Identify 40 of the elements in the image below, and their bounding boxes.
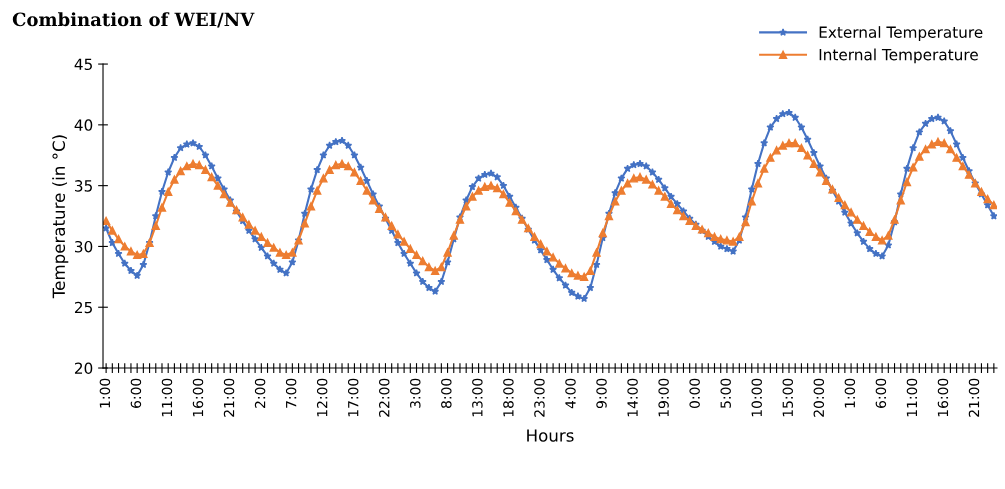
x-tick-label: 14:00	[627, 378, 638, 417]
x-tick-label: 0:00	[689, 378, 700, 409]
legend-label: Internal Temperature	[819, 48, 978, 64]
x-tick-label: 11:00	[906, 378, 918, 417]
x-tick-label: 16:00	[937, 378, 949, 417]
x-tick-label: 18:00	[503, 378, 514, 417]
legend-label: External Temperature	[819, 26, 983, 41]
y-tick-label: 45	[74, 58, 92, 71]
x-tick-label: 1:00	[844, 378, 856, 408]
x-tick-label: 6:00	[875, 378, 887, 408]
y-tick-label: 25	[74, 301, 92, 314]
x-tick-label: 21:00	[223, 378, 235, 417]
x-tick-label: 7:00	[285, 378, 297, 408]
x-tick-label: 12:00	[316, 378, 328, 417]
x-tick-label: 8:00	[441, 378, 452, 408]
x-tick-label: 1:00	[99, 378, 111, 408]
x-tick-label: 6:00	[130, 378, 142, 408]
x-tick-label: 20:00	[813, 378, 825, 417]
x-tick-label: 21:00	[968, 378, 980, 417]
x-tick-label: 5:00	[720, 378, 731, 408]
y-tick-label: 30	[75, 240, 93, 253]
y-tick-label: 40	[74, 119, 93, 131]
x-axis-title: Hours	[527, 429, 574, 442]
y-axis-title: Temperature (in °C)	[52, 135, 69, 299]
y-tick-label: 35	[75, 180, 92, 192]
x-tick-label: 4:00	[565, 378, 576, 409]
x-tick-label: 2:00	[254, 378, 266, 408]
x-tick-label: 11:00	[161, 378, 173, 417]
x-tick-label: 9:00	[596, 378, 607, 409]
x-tick-label: 15:00	[782, 378, 794, 417]
x-tick-label: 19:00	[658, 378, 669, 417]
y-tick-label: 20	[74, 362, 93, 375]
chart-title: Combination of WEI/NV	[12, 12, 255, 28]
x-tick-label: 17:00	[347, 378, 359, 417]
x-tick-label: 22:00	[379, 378, 390, 417]
x-tick-label: 3:00	[410, 378, 421, 408]
x-tick-label: 13:00	[472, 378, 483, 417]
x-tick-label: 10:00	[751, 378, 762, 417]
x-tick-label: 16:00	[192, 378, 204, 417]
x-tick-label: 23:00	[534, 378, 545, 417]
